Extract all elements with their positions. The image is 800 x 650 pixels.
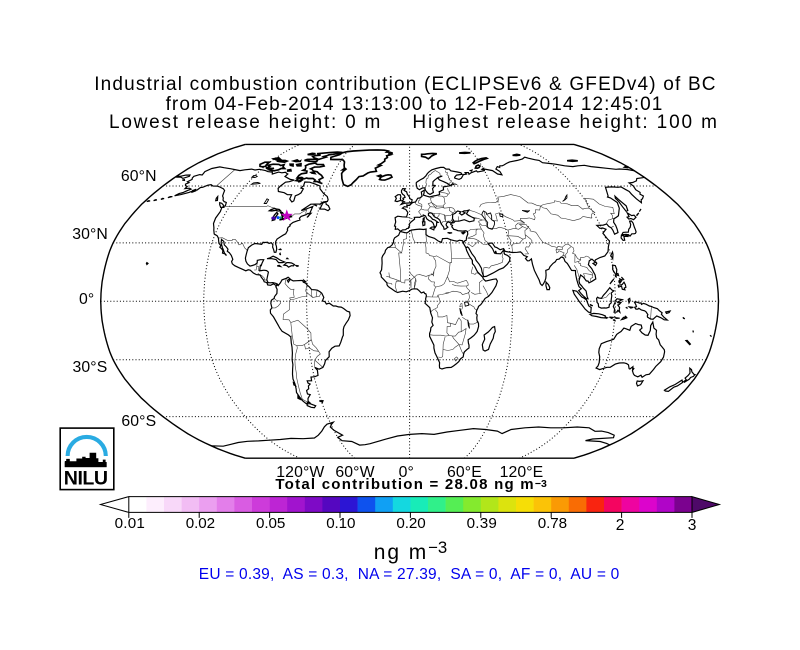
- svg-text:NILU: NILU: [64, 467, 108, 489]
